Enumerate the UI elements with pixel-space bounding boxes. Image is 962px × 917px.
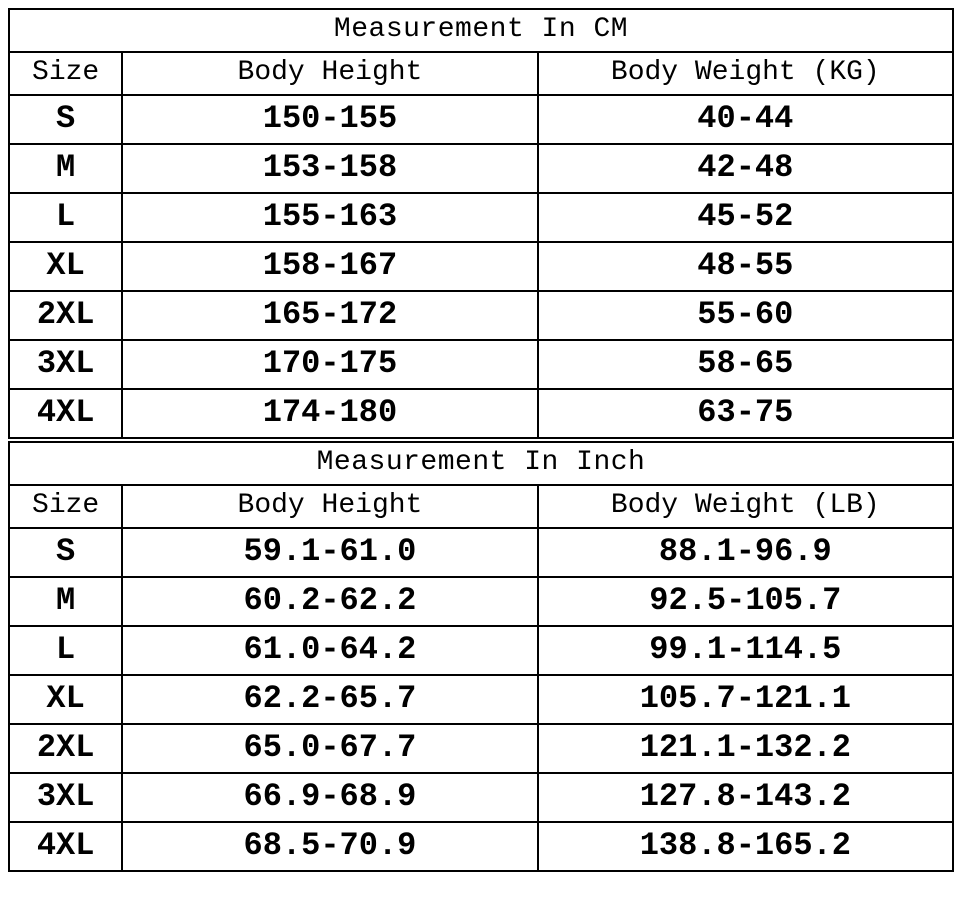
table-row: 3XL 170-175 58-65 [9, 340, 953, 389]
col-header-size: Size [9, 485, 122, 528]
cell-weight: 58-65 [538, 340, 953, 389]
cell-size: 2XL [9, 291, 122, 340]
cell-weight: 45-52 [538, 193, 953, 242]
cell-weight: 42-48 [538, 144, 953, 193]
cell-weight: 92.5-105.7 [538, 577, 953, 626]
table-row: 4XL 174-180 63-75 [9, 389, 953, 438]
size-table-inch: Measurement In Inch Size Body Height Bod… [8, 441, 954, 872]
cell-weight: 48-55 [538, 242, 953, 291]
table-row: 2XL 165-172 55-60 [9, 291, 953, 340]
cell-height: 62.2-65.7 [122, 675, 537, 724]
cell-weight: 55-60 [538, 291, 953, 340]
cell-height: 155-163 [122, 193, 537, 242]
cell-height: 59.1-61.0 [122, 528, 537, 577]
cell-size: L [9, 193, 122, 242]
col-header-height: Body Height [122, 52, 537, 95]
size-chart-container: Measurement In CM Size Body Height Body … [8, 8, 954, 872]
cell-size: S [9, 528, 122, 577]
cell-height: 150-155 [122, 95, 537, 144]
size-table-cm: Measurement In CM Size Body Height Body … [8, 8, 954, 439]
cell-height: 170-175 [122, 340, 537, 389]
cell-height: 66.9-68.9 [122, 773, 537, 822]
table-title-row: Measurement In CM [9, 9, 953, 52]
cell-height: 158-167 [122, 242, 537, 291]
cell-weight: 127.8-143.2 [538, 773, 953, 822]
table-header-row: Size Body Height Body Weight (LB) [9, 485, 953, 528]
cell-height: 65.0-67.7 [122, 724, 537, 773]
cell-weight: 138.8-165.2 [538, 822, 953, 871]
cell-weight: 105.7-121.1 [538, 675, 953, 724]
cell-size: XL [9, 242, 122, 291]
table-header-row: Size Body Height Body Weight (KG) [9, 52, 953, 95]
table-title: Measurement In CM [9, 9, 953, 52]
cell-weight: 88.1-96.9 [538, 528, 953, 577]
cell-weight: 40-44 [538, 95, 953, 144]
cell-height: 153-158 [122, 144, 537, 193]
cell-height: 165-172 [122, 291, 537, 340]
cell-size: 3XL [9, 340, 122, 389]
table-row: S 59.1-61.0 88.1-96.9 [9, 528, 953, 577]
cell-size: XL [9, 675, 122, 724]
cell-size: 3XL [9, 773, 122, 822]
col-header-weight: Body Weight (KG) [538, 52, 953, 95]
cell-size: M [9, 577, 122, 626]
table-row: XL 62.2-65.7 105.7-121.1 [9, 675, 953, 724]
table-row: M 153-158 42-48 [9, 144, 953, 193]
col-header-size: Size [9, 52, 122, 95]
table-row: L 61.0-64.2 99.1-114.5 [9, 626, 953, 675]
col-header-weight: Body Weight (LB) [538, 485, 953, 528]
table-row: S 150-155 40-44 [9, 95, 953, 144]
cell-weight: 121.1-132.2 [538, 724, 953, 773]
table-row: 4XL 68.5-70.9 138.8-165.2 [9, 822, 953, 871]
table-row: L 155-163 45-52 [9, 193, 953, 242]
table-title: Measurement In Inch [9, 442, 953, 485]
table-row: M 60.2-62.2 92.5-105.7 [9, 577, 953, 626]
cell-height: 60.2-62.2 [122, 577, 537, 626]
table-row: 3XL 66.9-68.9 127.8-143.2 [9, 773, 953, 822]
cell-size: L [9, 626, 122, 675]
cell-weight: 99.1-114.5 [538, 626, 953, 675]
cell-size: M [9, 144, 122, 193]
cell-size: 4XL [9, 389, 122, 438]
table-title-row: Measurement In Inch [9, 442, 953, 485]
cell-weight: 63-75 [538, 389, 953, 438]
table-row: XL 158-167 48-55 [9, 242, 953, 291]
cell-size: S [9, 95, 122, 144]
col-header-height: Body Height [122, 485, 537, 528]
cell-height: 68.5-70.9 [122, 822, 537, 871]
cell-height: 61.0-64.2 [122, 626, 537, 675]
cell-height: 174-180 [122, 389, 537, 438]
table-row: 2XL 65.0-67.7 121.1-132.2 [9, 724, 953, 773]
cell-size: 2XL [9, 724, 122, 773]
cell-size: 4XL [9, 822, 122, 871]
